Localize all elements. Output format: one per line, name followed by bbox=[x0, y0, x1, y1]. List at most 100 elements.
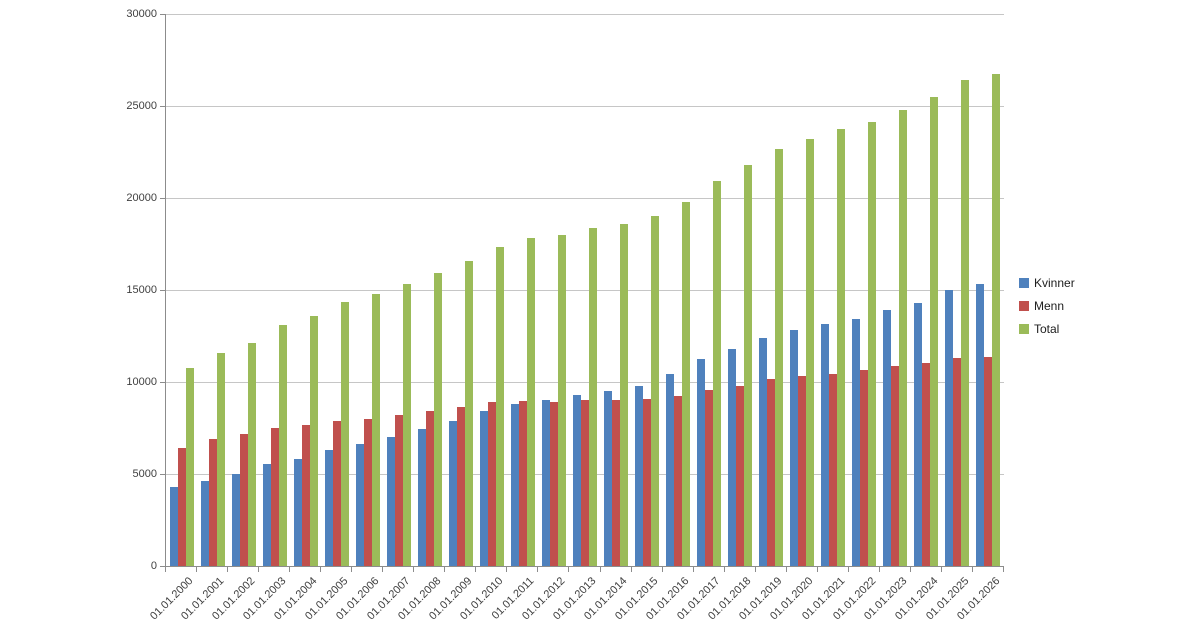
x-tick-mark bbox=[320, 567, 321, 572]
gridline-30000 bbox=[166, 14, 1004, 15]
menn-bar-01.01.2015 bbox=[643, 399, 652, 566]
x-tick-mark bbox=[227, 567, 228, 572]
menn-bar-01.01.2000 bbox=[177, 448, 186, 566]
total-bar-01.01.2005 bbox=[340, 302, 349, 566]
x-tick-mark bbox=[972, 567, 973, 572]
menn-bar-01.01.2004 bbox=[301, 425, 310, 566]
legend-item-menn: Menn bbox=[1019, 299, 1075, 313]
menn-bar-01.01.2026 bbox=[984, 357, 993, 566]
kvinner-bar-01.01.2026 bbox=[976, 284, 985, 566]
y-axis-label-15000: 15000 bbox=[126, 284, 157, 296]
menn-bar-01.01.2002 bbox=[239, 434, 248, 566]
total-bar-01.01.2015 bbox=[651, 216, 660, 566]
menn-bar-01.01.2011 bbox=[518, 401, 527, 566]
x-tick-mark bbox=[755, 567, 756, 572]
total-bar-01.01.2024 bbox=[930, 97, 939, 566]
menn-bar-01.01.2012 bbox=[549, 402, 558, 566]
y-axis-label-20000: 20000 bbox=[126, 192, 157, 204]
kvinner-bar-01.01.2002 bbox=[231, 474, 240, 566]
menn-bar-01.01.2013 bbox=[581, 400, 589, 566]
total-bar-01.01.2004 bbox=[309, 316, 318, 566]
x-tick-mark bbox=[413, 567, 414, 572]
total-swatch-icon bbox=[1019, 324, 1029, 334]
kvinner-bar-01.01.2004 bbox=[293, 459, 302, 566]
x-tick-mark bbox=[537, 567, 538, 572]
x-tick-mark bbox=[693, 567, 694, 572]
total-bar-01.01.2012 bbox=[557, 235, 566, 566]
total-bar-01.01.2002 bbox=[247, 343, 256, 566]
total-bar-01.01.2001 bbox=[216, 353, 225, 566]
menn-bar-01.01.2003 bbox=[270, 428, 279, 566]
total-bar-01.01.2009 bbox=[464, 261, 473, 566]
y-axis-label-10000: 10000 bbox=[126, 376, 157, 388]
kvinner-bar-01.01.2008 bbox=[417, 429, 426, 566]
menn-bar-01.01.2008 bbox=[425, 411, 434, 566]
total-bar-01.01.2020 bbox=[806, 139, 815, 566]
menn-bar-01.01.2009 bbox=[456, 407, 465, 566]
menn-swatch-icon bbox=[1019, 301, 1029, 311]
y-axis-label-5000: 5000 bbox=[132, 468, 157, 480]
total-bar-01.01.2023 bbox=[899, 110, 908, 566]
total-bar-01.01.2021 bbox=[837, 129, 846, 566]
x-axis-label-01.01.2000: 01.01.2000 bbox=[147, 575, 196, 623]
kvinner-bar-01.01.2023 bbox=[883, 310, 892, 566]
legend-label-kvinner: Kvinner bbox=[1034, 276, 1075, 290]
total-bar-01.01.2007 bbox=[402, 284, 411, 566]
y-axis-label-0: 0 bbox=[150, 560, 157, 572]
total-bar-01.01.2025 bbox=[961, 80, 970, 566]
total-bar-01.01.2003 bbox=[278, 325, 287, 566]
legend-item-total: Total bbox=[1019, 322, 1075, 336]
kvinner-bar-01.01.2003 bbox=[262, 464, 271, 566]
menn-bar-01.01.2016 bbox=[674, 396, 683, 566]
legend-label-total: Total bbox=[1034, 322, 1060, 336]
x-tick-mark bbox=[631, 567, 632, 572]
kvinner-bar-01.01.2022 bbox=[852, 319, 861, 566]
x-tick-mark bbox=[1003, 567, 1004, 572]
kvinner-bar-01.01.2007 bbox=[386, 437, 395, 566]
total-bar-01.01.2010 bbox=[495, 247, 504, 566]
gridline-15000 bbox=[166, 290, 1004, 291]
total-bar-01.01.2006 bbox=[371, 294, 380, 566]
y-tick-mark bbox=[160, 198, 165, 199]
total-bar-01.01.2016 bbox=[682, 202, 691, 566]
kvinner-bar-01.01.2015 bbox=[635, 386, 644, 566]
kvinner-bar-01.01.2021 bbox=[821, 324, 830, 566]
x-tick-mark bbox=[724, 567, 725, 572]
menn-bar-01.01.2018 bbox=[736, 386, 745, 566]
x-tick-mark bbox=[941, 567, 942, 572]
gridline-20000 bbox=[166, 198, 1004, 199]
x-tick-mark bbox=[351, 567, 352, 572]
total-bar-01.01.2014 bbox=[620, 224, 629, 566]
menn-bar-01.01.2005 bbox=[332, 421, 341, 566]
kvinner-bar-01.01.2000 bbox=[169, 487, 178, 566]
x-tick-mark bbox=[786, 567, 787, 572]
total-bar-01.01.2008 bbox=[433, 273, 442, 566]
menn-bar-01.01.2007 bbox=[394, 415, 403, 566]
y-axis-label-30000: 30000 bbox=[126, 8, 157, 20]
x-tick-mark bbox=[506, 567, 507, 572]
kvinner-bar-01.01.2019 bbox=[759, 338, 768, 566]
menn-bar-01.01.2001 bbox=[208, 439, 217, 566]
menn-bar-01.01.2006 bbox=[363, 419, 372, 566]
x-tick-mark bbox=[662, 567, 663, 572]
kvinner-bar-01.01.2014 bbox=[604, 391, 613, 566]
kvinner-bar-01.01.2001 bbox=[200, 481, 209, 566]
y-tick-mark bbox=[160, 14, 165, 15]
menn-bar-01.01.2017 bbox=[705, 390, 714, 566]
x-tick-mark bbox=[258, 567, 259, 572]
kvinner-swatch-icon bbox=[1019, 278, 1029, 288]
y-tick-mark bbox=[160, 106, 165, 107]
y-tick-mark bbox=[160, 290, 165, 291]
x-tick-mark bbox=[382, 567, 383, 572]
y-tick-mark bbox=[160, 474, 165, 475]
kvinner-bar-01.01.2013 bbox=[573, 395, 581, 566]
x-tick-mark bbox=[196, 567, 197, 572]
menn-bar-01.01.2014 bbox=[612, 400, 621, 566]
gridline-25000 bbox=[166, 106, 1004, 107]
x-tick-mark bbox=[879, 567, 880, 572]
kvinner-bar-01.01.2016 bbox=[666, 374, 675, 566]
x-tick-mark bbox=[910, 567, 911, 572]
total-bar-01.01.2011 bbox=[526, 238, 535, 566]
legend: Kvinner Menn Total bbox=[1019, 276, 1075, 345]
